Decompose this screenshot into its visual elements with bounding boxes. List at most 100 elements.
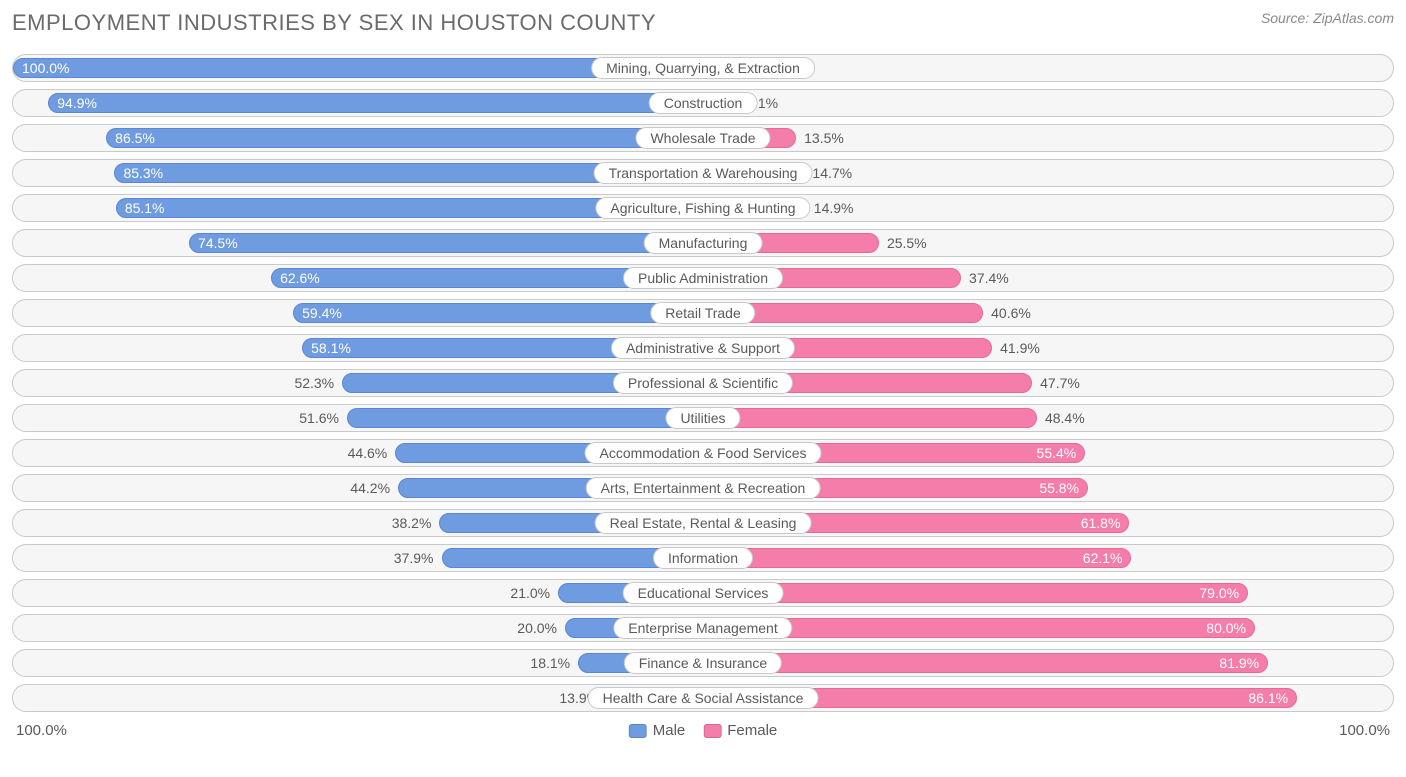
female-half: 41.9% [703, 335, 1393, 361]
legend-label-female: Female [727, 722, 777, 739]
female-half: 25.5% [703, 230, 1393, 256]
category-label: Finance & Insurance [624, 652, 782, 674]
male-pct-label: 85.3% [123, 165, 163, 181]
chart-row: 85.1%14.9%Agriculture, Fishing & Hunting [12, 194, 1394, 222]
legend-item-female: Female [703, 722, 777, 739]
female-bar: 79.0% [703, 583, 1248, 603]
male-half: 62.6% [13, 265, 703, 291]
axis-label-left: 100.0% [16, 722, 67, 739]
category-label: Transportation & Warehousing [594, 162, 813, 184]
chart-row: 59.4%40.6%Retail Trade [12, 299, 1394, 327]
female-pct-label: 80.0% [1206, 620, 1246, 636]
male-pct-label: 38.2% [392, 515, 432, 531]
female-pct-label: 48.4% [1045, 410, 1085, 426]
male-bar: 74.5% [189, 233, 703, 253]
male-pct-label: 37.9% [394, 550, 434, 566]
male-pct-label: 100.0% [22, 60, 69, 76]
chart-row: 13.9%86.1%Health Care & Social Assistanc… [12, 684, 1394, 712]
category-label: Enterprise Management [613, 617, 792, 639]
category-label: Information [653, 547, 753, 569]
male-bar: 59.4% [293, 303, 703, 323]
chart-row: 37.9% 62.1% Information [12, 544, 1394, 572]
chart-row: 44.6%55.4%Accommodation & Food Services [12, 439, 1394, 467]
male-half: 52.3% [13, 370, 703, 396]
male-pct-label: 62.6% [280, 270, 320, 286]
category-label: Manufacturing [644, 232, 763, 254]
category-label: Professional & Scientific [613, 372, 793, 394]
male-half: 37.9% [13, 545, 703, 571]
axis-label-right: 100.0% [1339, 722, 1390, 739]
female-pct-label: 25.5% [887, 235, 927, 251]
chart-row: 51.6% 48.4% Utilities [12, 404, 1394, 432]
swatch-female [703, 724, 721, 738]
chart-row: 21.0% 79.0% Educational Services [12, 579, 1394, 607]
chart-row: 94.9% 5.1%Construction [12, 89, 1394, 117]
female-half: 13.5% [703, 125, 1393, 151]
female-half: 37.4% [703, 265, 1393, 291]
swatch-male [629, 724, 647, 738]
legend-label-male: Male [653, 722, 686, 739]
male-pct-label: 44.6% [348, 445, 388, 461]
male-half: 20.0% [13, 615, 703, 641]
category-label: Arts, Entertainment & Recreation [586, 477, 821, 499]
male-bar: 86.5% [106, 128, 703, 148]
male-half: 59.4% [13, 300, 703, 326]
chart-row: 74.5% 25.5% Manufacturing [12, 229, 1394, 257]
male-half: 58.1% [13, 335, 703, 361]
female-half: 5.1% [703, 90, 1393, 116]
category-label: Administrative & Support [611, 337, 795, 359]
chart-row: 38.2%61.8%Real Estate, Rental & Leasing [12, 509, 1394, 537]
female-pct-label: 37.4% [969, 270, 1009, 286]
category-label: Educational Services [623, 582, 784, 604]
female-half: 48.4% [703, 405, 1393, 431]
legend-center: Male Female [629, 722, 778, 739]
female-pct-label: 13.5% [804, 130, 844, 146]
female-pct-label: 79.0% [1199, 585, 1239, 601]
female-half: 40.6% [703, 300, 1393, 326]
male-pct-label: 74.5% [198, 235, 238, 251]
category-label: Public Administration [623, 267, 783, 289]
female-bar: 81.9% [703, 653, 1268, 673]
chart-row: 86.5%13.5%Wholesale Trade [12, 124, 1394, 152]
male-pct-label: 85.1% [125, 200, 165, 216]
diverging-bar-chart: 100.0%0.0%Mining, Quarrying, & Extractio… [12, 54, 1394, 712]
legend-item-male: Male [629, 722, 686, 739]
male-bar [347, 408, 703, 428]
male-pct-label: 18.1% [530, 655, 570, 671]
header: EMPLOYMENT INDUSTRIES BY SEX IN HOUSTON … [12, 10, 1394, 36]
male-half: 51.6% [13, 405, 703, 431]
source-attribution: Source: ZipAtlas.com [1261, 10, 1394, 26]
male-bar: 94.9% [48, 93, 703, 113]
category-label: Construction [649, 92, 758, 114]
category-label: Agriculture, Fishing & Hunting [595, 197, 810, 219]
category-label: Utilities [665, 407, 740, 429]
male-half: 21.0% [13, 580, 703, 606]
female-bar [703, 408, 1037, 428]
male-pct-label: 86.5% [115, 130, 155, 146]
chart-row: 44.2% 55.8% Arts, Entertainment & Recreati… [12, 474, 1394, 502]
male-pct-label: 58.1% [311, 340, 351, 356]
female-pct-label: 14.7% [812, 165, 852, 181]
male-pct-label: 21.0% [510, 585, 550, 601]
female-pct-label: 47.7% [1040, 375, 1080, 391]
female-pct-label: 55.8% [1039, 480, 1079, 496]
chart-row: 52.3% 47.7% Professional & Scientific [12, 369, 1394, 397]
chart-row: 85.3% 14.7%Transportation & Warehousing [12, 159, 1394, 187]
female-half: 79.0% [703, 580, 1393, 606]
chart-row: 62.6% 37.4% Public Administration [12, 264, 1394, 292]
chart-title: EMPLOYMENT INDUSTRIES BY SEX IN HOUSTON … [12, 10, 656, 36]
male-half: 74.5% [13, 230, 703, 256]
female-half: 62.1% [703, 545, 1393, 571]
chart-row: 18.1% 81.9%Finance & Insurance [12, 649, 1394, 677]
male-pct-label: 20.0% [517, 620, 557, 636]
female-half: 81.9% [703, 650, 1393, 676]
female-pct-label: 40.6% [991, 305, 1031, 321]
male-pct-label: 94.9% [57, 95, 97, 111]
chart-row: 20.0% 80.0% Enterprise Management [12, 614, 1394, 642]
female-half: 80.0% [703, 615, 1393, 641]
category-label: Mining, Quarrying, & Extraction [591, 57, 815, 79]
male-pct-label: 51.6% [299, 410, 339, 426]
category-label: Real Estate, Rental & Leasing [595, 512, 812, 534]
male-pct-label: 44.2% [350, 480, 390, 496]
female-pct-label: 62.1% [1083, 550, 1123, 566]
